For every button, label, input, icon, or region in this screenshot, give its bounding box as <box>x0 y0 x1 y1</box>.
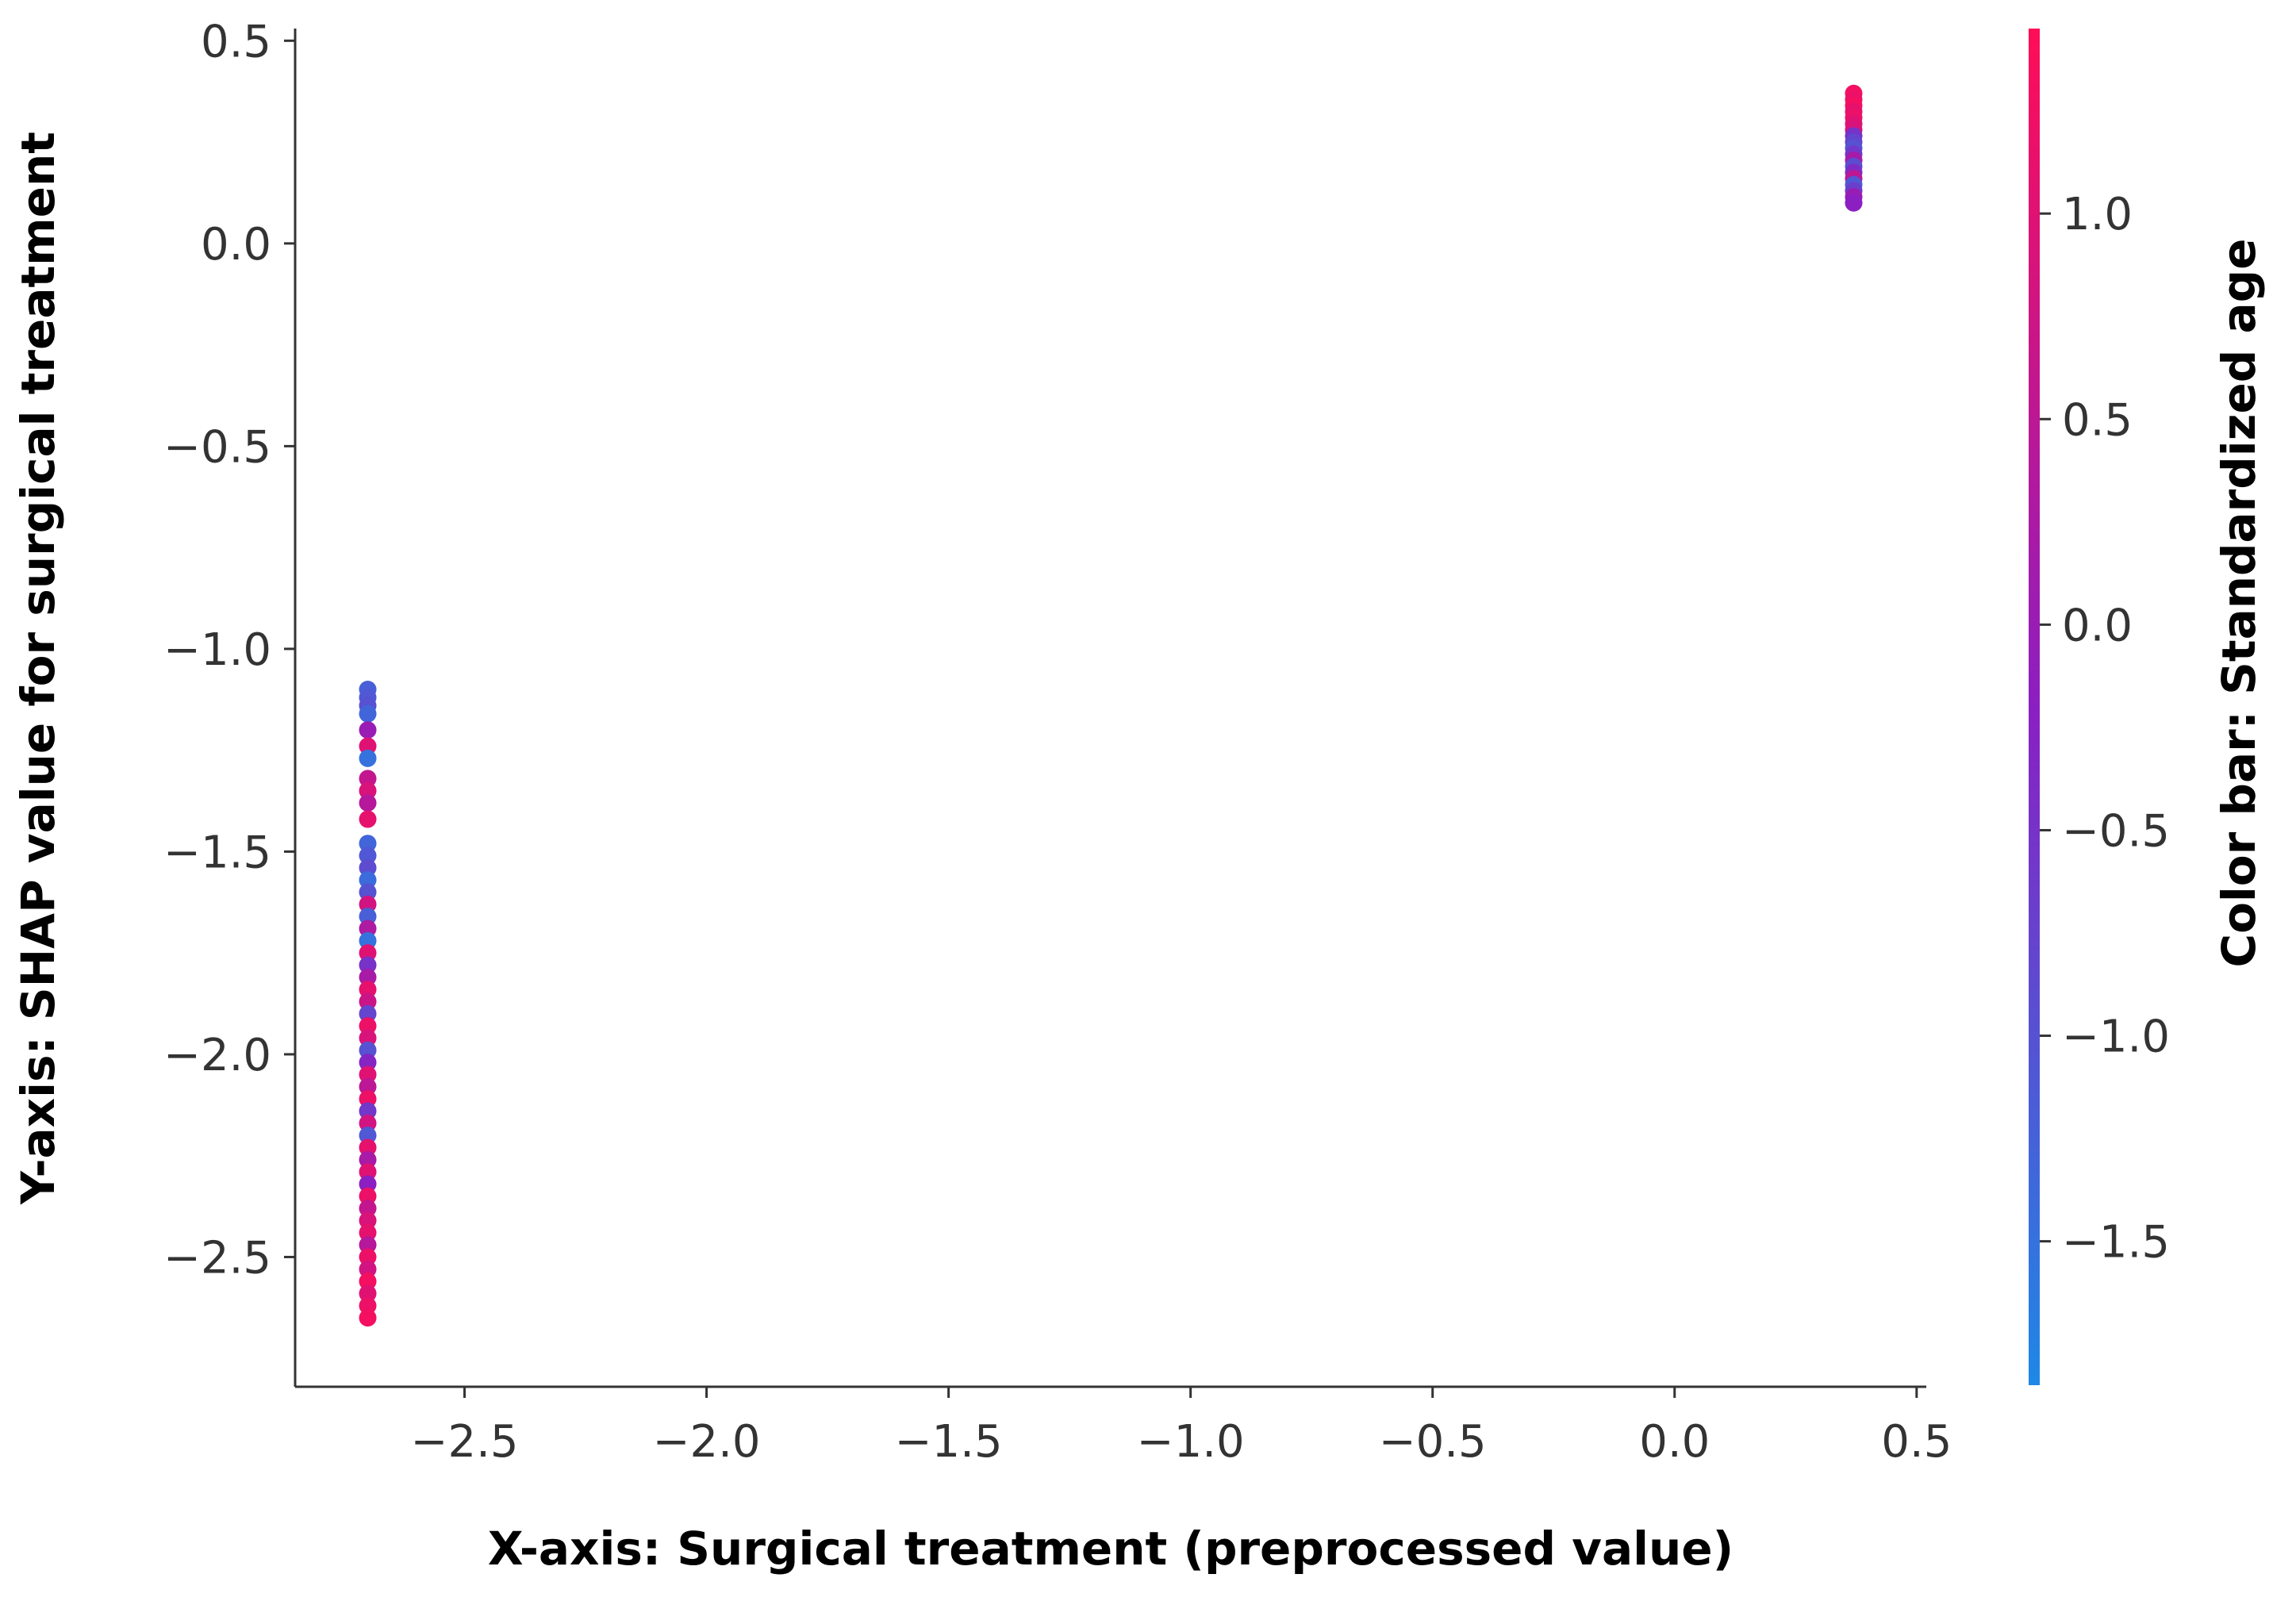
x-axis-title: X-axis: Surgical treatment (preprocessed… <box>488 1522 1734 1576</box>
scatter-point <box>359 1260 377 1278</box>
colorbar-ticks: 1.0 0.5 0.0 −0.5 −1.0 −1.5 <box>2040 189 2170 1269</box>
scatter-point <box>359 1211 377 1230</box>
scatter-point <box>359 835 377 853</box>
scatter-point <box>359 944 377 962</box>
y-tick-label: 0.5 <box>201 16 271 67</box>
colorbar-tick-label: 0.0 <box>2062 600 2133 651</box>
scatter-point <box>359 781 377 800</box>
scatter-point <box>359 858 377 877</box>
scatter-point <box>359 1273 377 1291</box>
x-tick-label: 0.5 <box>1881 1416 1952 1468</box>
colorbar <box>2029 29 2040 1385</box>
scatter-point <box>359 721 377 739</box>
scatter-point <box>359 1114 377 1132</box>
colorbar-tick-label: −0.5 <box>2062 805 2170 857</box>
y-tick-label: −1.0 <box>163 624 271 676</box>
y-tick-label: −2.5 <box>163 1232 271 1284</box>
scatter-point <box>359 895 377 913</box>
scatter-point <box>359 1017 377 1035</box>
scatter-point <box>359 1029 377 1047</box>
scatter-point <box>359 1200 377 1218</box>
scatter-point <box>359 1127 377 1145</box>
scatter-point <box>1845 194 1863 212</box>
colorbar-tick-label: 0.5 <box>2062 394 2133 446</box>
scatter-point <box>359 1090 377 1108</box>
y-tick-label: −0.5 <box>163 421 271 473</box>
scatter-point <box>359 931 377 950</box>
scatter-point <box>359 749 377 767</box>
scatter-point <box>359 1102 377 1120</box>
scatter-point <box>359 770 377 788</box>
scatter-point <box>359 919 377 938</box>
scatter-point <box>359 794 377 812</box>
colorbar-tick-label: 1.0 <box>2062 189 2133 240</box>
scatter-point <box>359 883 377 901</box>
scatter-point <box>359 1309 377 1327</box>
x-tick-label: −1.5 <box>895 1416 1003 1468</box>
scatter-point <box>359 1163 377 1181</box>
scatter-point <box>359 908 377 926</box>
scatter-point <box>359 1223 377 1242</box>
scatter-point <box>359 956 377 974</box>
scatter-point <box>359 1054 377 1072</box>
scatter-points <box>359 84 1863 1327</box>
scatter-point <box>359 871 377 889</box>
scatter-point <box>359 1150 377 1169</box>
y-axis-ticks: 0.5 0.0 −0.5 −1.0 −1.5 −2.0 −2.5 <box>163 16 295 1284</box>
scatter-point <box>359 1248 377 1266</box>
scatter-point <box>359 846 377 865</box>
x-tick-label: 0.0 <box>1639 1416 1710 1468</box>
scatter-point <box>359 737 377 755</box>
scatter-point <box>359 1041 377 1059</box>
x-tick-label: −1.0 <box>1137 1416 1245 1468</box>
scatter-point <box>359 1187 377 1205</box>
scatter-point <box>359 1065 377 1084</box>
x-tick-label: −2.5 <box>411 1416 519 1468</box>
scatter-point <box>359 810 377 828</box>
colorbar-tick-label: −1.5 <box>2062 1217 2170 1269</box>
colorbar-tick-label: −1.0 <box>2062 1012 2170 1063</box>
x-tick-label: −0.5 <box>1379 1416 1487 1468</box>
scatter-point <box>359 1138 377 1157</box>
scatter-point <box>359 1004 377 1023</box>
scatter-point <box>359 1077 377 1096</box>
scatter-point <box>359 1284 377 1303</box>
x-tick-label: −2.0 <box>653 1416 761 1468</box>
scatter-point <box>359 1175 377 1193</box>
y-axis-title: Y-axis: SHAP value for surgical treatmen… <box>11 132 65 1205</box>
scatter-point <box>359 992 377 1011</box>
y-tick-label: −2.0 <box>163 1030 271 1081</box>
scatter-point <box>359 1236 377 1254</box>
scatter-point <box>359 981 377 999</box>
y-tick-label: 0.0 <box>201 219 271 271</box>
y-tick-label: −1.5 <box>163 827 271 878</box>
x-axis-ticks: −2.5 −2.0 −1.5 −1.0 −0.5 0.0 0.5 <box>411 1387 1952 1468</box>
scatter-point <box>359 968 377 986</box>
scatter-point <box>359 704 377 723</box>
scatter-point <box>359 1296 377 1315</box>
colorbar-title: Color bar: Standardized age <box>2212 239 2266 968</box>
